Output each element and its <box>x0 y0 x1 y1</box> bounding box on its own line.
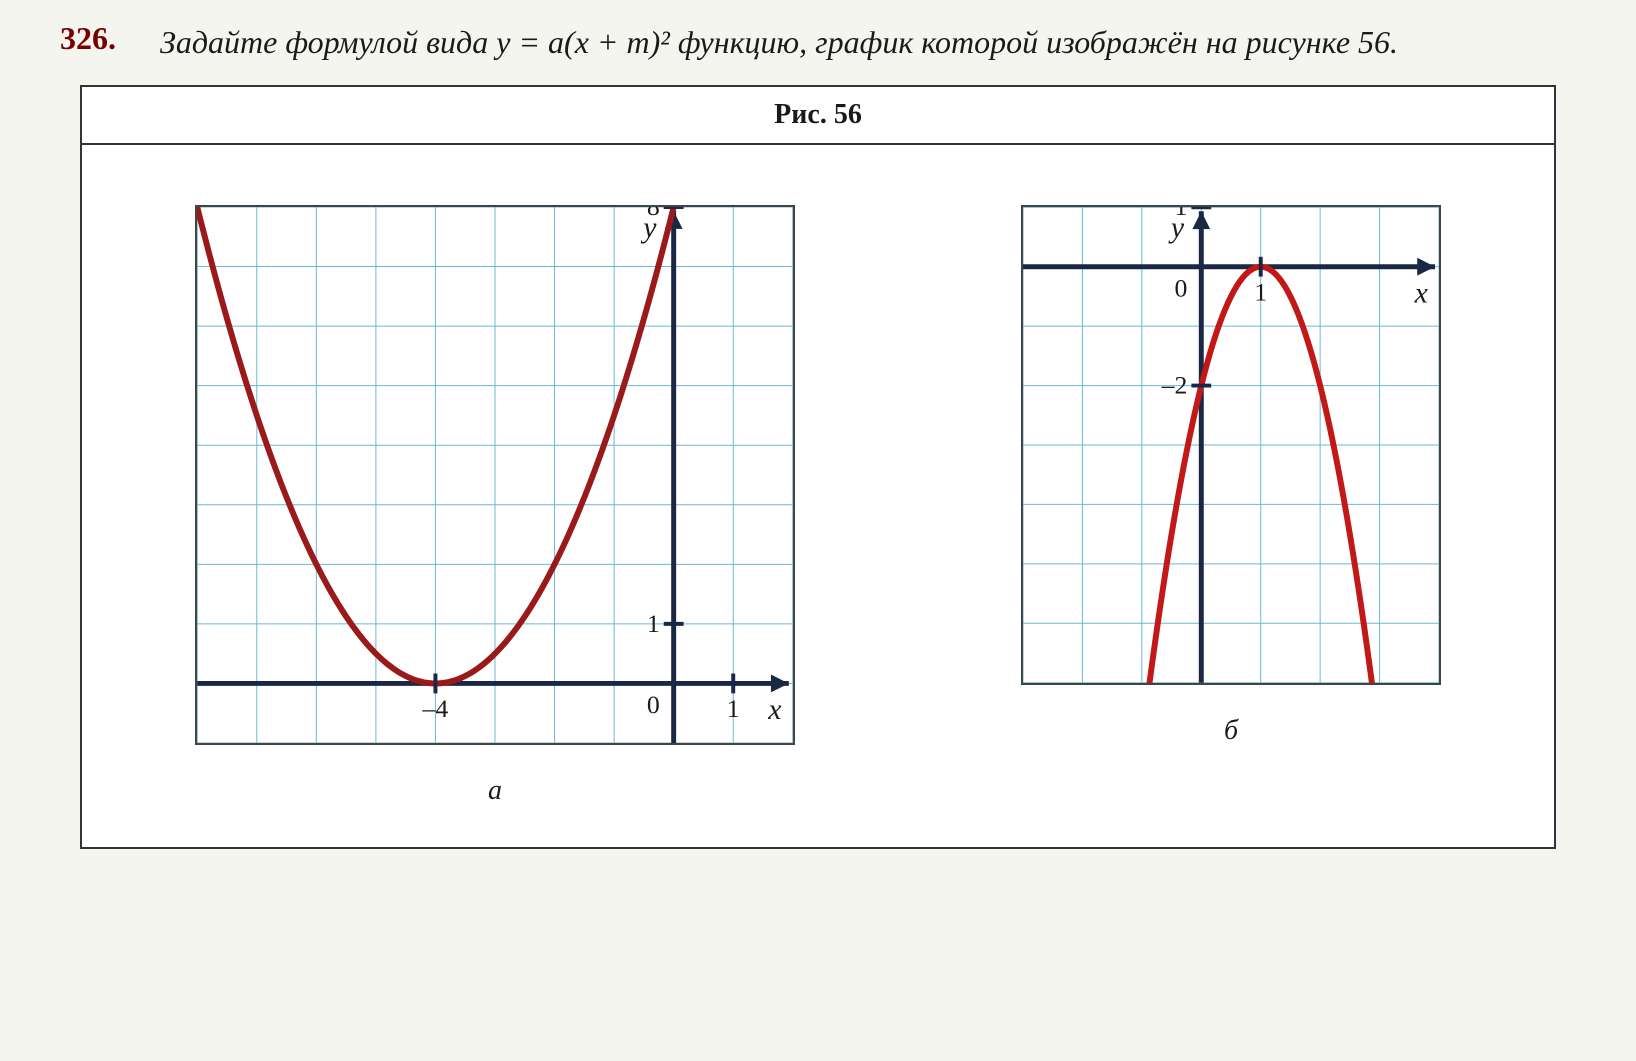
chart-b-wrapper: 11–20xy б <box>1021 205 1441 747</box>
chart-a: –41180xy <box>195 205 795 745</box>
svg-text:–2: –2 <box>1161 370 1188 399</box>
chart-a-wrapper: –41180xy а <box>195 205 795 807</box>
chart-b: 11–20xy <box>1021 205 1441 685</box>
problem-text-before: Задайте формулой вида <box>160 24 496 60</box>
svg-text:1: 1 <box>1254 277 1267 306</box>
svg-text:0: 0 <box>647 690 660 719</box>
svg-text:x: x <box>1414 277 1428 309</box>
chart-a-label: а <box>488 775 502 807</box>
problem-text: Задайте формулой вида y = a(x + m)² функ… <box>160 20 1576 65</box>
problem-header: 326. Задайте формулой вида y = a(x + m)²… <box>60 20 1576 65</box>
problem-formula: y = a(x + m)² <box>496 24 670 60</box>
svg-text:x: x <box>767 693 781 726</box>
charts-row: –41180xy а 11–20xy б <box>82 145 1554 847</box>
figure-title: Рис. 56 <box>82 87 1554 145</box>
svg-text:y: y <box>640 211 657 244</box>
svg-text:1: 1 <box>727 694 740 723</box>
problem-text-after: функцию, график которой изображён на рис… <box>670 24 1398 60</box>
svg-text:0: 0 <box>1175 273 1188 302</box>
figure-container: Рис. 56 –41180xy а 11–20xy б <box>80 85 1556 849</box>
svg-text:–4: –4 <box>422 694 449 723</box>
problem-number: 326. <box>60 20 140 57</box>
svg-text:1: 1 <box>647 609 660 638</box>
svg-text:y: y <box>1168 212 1185 244</box>
chart-b-label: б <box>1224 715 1238 747</box>
